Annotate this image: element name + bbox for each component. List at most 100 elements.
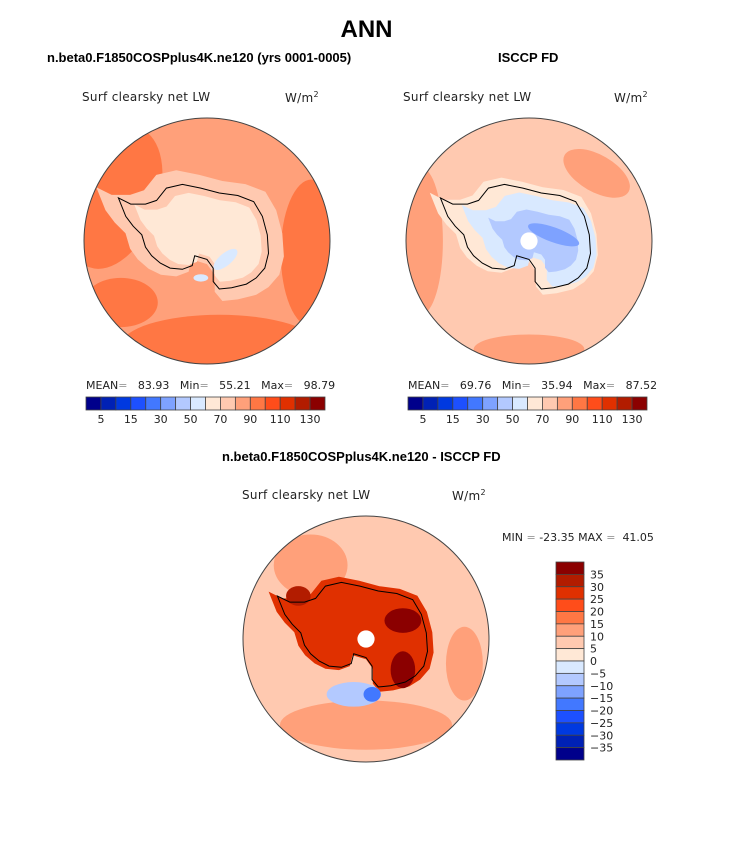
max-label: MAX [578, 531, 603, 544]
min-label: Min [179, 379, 200, 392]
colorbar-box [527, 396, 543, 411]
colorbar-box [422, 396, 439, 411]
colorbar-tick-label: 5 [590, 643, 597, 656]
colorbar-box [205, 396, 221, 411]
contour-ocean-warm-patches [473, 334, 585, 364]
panel-1-variable-label: Surf clearsky net LW [82, 90, 211, 104]
mean-value: 69.76 [459, 379, 492, 392]
colorbar-box [555, 598, 585, 612]
colorbar-box [175, 396, 191, 411]
colorbar-box [555, 697, 585, 711]
colorbar-box [555, 611, 585, 625]
colorbar-tick-label: 35 [590, 568, 604, 581]
contour-plateau-core [528, 223, 580, 247]
colorbar-box [555, 623, 585, 637]
colorbar-box [556, 396, 573, 411]
colorbar-tick-label: −35 [590, 742, 613, 755]
min-value: 55.21 [219, 379, 251, 392]
colorbar-box [130, 396, 147, 411]
colorbar-box [555, 722, 585, 736]
colorbar-tick-label: 30 [154, 413, 168, 426]
colorbar-tick-label: −30 [590, 729, 613, 742]
antarctica-coastline [276, 581, 429, 688]
panel-2-stats: MEAN= 69.76 Min= 35.94 Max= 87.52 [408, 379, 658, 392]
antarctica-coastline [117, 183, 270, 290]
panel-1-units-text: W/m [285, 91, 314, 105]
colorbar-box [497, 396, 513, 411]
panel-2-units-sup: 2 [642, 90, 648, 99]
contour-antarctic-peninsula-high [286, 586, 311, 606]
contour-plateau-cold-spots [193, 274, 209, 282]
colorbar-tick-label: −5 [590, 667, 606, 680]
colorbar-box [220, 396, 236, 411]
colorbar-box [234, 396, 251, 411]
panel-2-title: ISCCP FD [498, 50, 559, 65]
colorbar-box [586, 396, 603, 411]
contour-east-antarctic-max [384, 608, 422, 633]
map-border [405, 117, 653, 365]
colorbar-tick-label: 0 [590, 655, 597, 668]
max-value: 41.05 [622, 531, 654, 544]
max-value: 87.52 [625, 379, 658, 392]
panel-2-units: W/m2 [614, 90, 648, 105]
map-border [83, 117, 331, 365]
panel-3-variable-label: Surf clearsky net LW [242, 488, 371, 502]
panel-1-title: n.beta0.F1850COSPplus4K.ne120 (yrs 0001-… [47, 50, 352, 65]
colorbar-box [160, 396, 177, 411]
colorbar-tick-label: 10 [590, 630, 604, 643]
max-label: Max [261, 379, 284, 392]
colorbar-box [555, 672, 585, 687]
colorbar-box [407, 396, 424, 411]
map-panel-2 [405, 117, 653, 365]
contour-ocean-warm-patches [406, 167, 443, 315]
map-field [84, 118, 330, 364]
colorbar-tick-label: 30 [476, 413, 490, 426]
colorbar-tick-label: 25 [590, 593, 604, 606]
colorbar-tick-label: 130 [300, 413, 321, 426]
panel-2-variable-label: Surf clearsky net LW [403, 90, 532, 104]
max-value: 98.79 [303, 379, 336, 392]
mean-label: MEAN [408, 379, 441, 392]
max-label: Max [583, 379, 606, 392]
colorbar-tick-label: 110 [270, 413, 291, 426]
contour-east-antarctic-max [390, 651, 416, 689]
colorbar-box [145, 396, 162, 411]
panel-1-units-sup: 2 [313, 90, 319, 99]
colorbar-box [555, 561, 585, 575]
colorbar-box [555, 685, 585, 699]
colorbar-tick-label: 90 [565, 413, 579, 426]
figure-title: ANN [340, 16, 393, 43]
colorbar-tick-label: 20 [590, 606, 604, 619]
map-border [242, 515, 490, 763]
colorbar-tick-label: 15 [124, 413, 138, 426]
panel-1-stats: MEAN= 83.93 Min= 55.21 Max= 98.79 [86, 379, 336, 392]
colorbar-panel-2: 5 15 30 50 70 90 110 130 [407, 396, 648, 426]
colorbar-box [264, 396, 281, 411]
colorbar-box [437, 396, 454, 411]
min-label: MIN [502, 531, 523, 544]
colorbar-box [249, 396, 266, 411]
colorbar-box [115, 396, 132, 411]
colorbar-box [512, 396, 528, 411]
colorbar-tick-label: 5 [419, 413, 426, 426]
panel-3-title: n.beta0.F1850COSPplus4K.ne120 - ISCCP FD [222, 449, 501, 464]
colorbar-box [555, 660, 585, 674]
antarctica-coastline [439, 183, 592, 290]
colorbar-box [631, 396, 648, 411]
colorbar-tick-label: 15 [446, 413, 460, 426]
colorbar-box [601, 396, 618, 411]
contour-ocean-warm-patches [563, 148, 630, 198]
contour-ross-sea-negative [326, 682, 381, 707]
panel-3-units-text: W/m [452, 489, 481, 503]
colorbar-box [542, 396, 558, 411]
colorbar-tick-label: −15 [590, 692, 613, 705]
colorbar-tick-label: 15 [590, 618, 604, 631]
panel-2-units-text: W/m [614, 91, 643, 105]
colorbar-box [555, 734, 585, 749]
pole-hole [520, 232, 538, 250]
panel-3-minmax: MIN = -23.35 MAX = 41.05 [502, 531, 654, 544]
mean-value: 83.93 [137, 379, 170, 392]
colorbar-tick-label: 110 [592, 413, 613, 426]
